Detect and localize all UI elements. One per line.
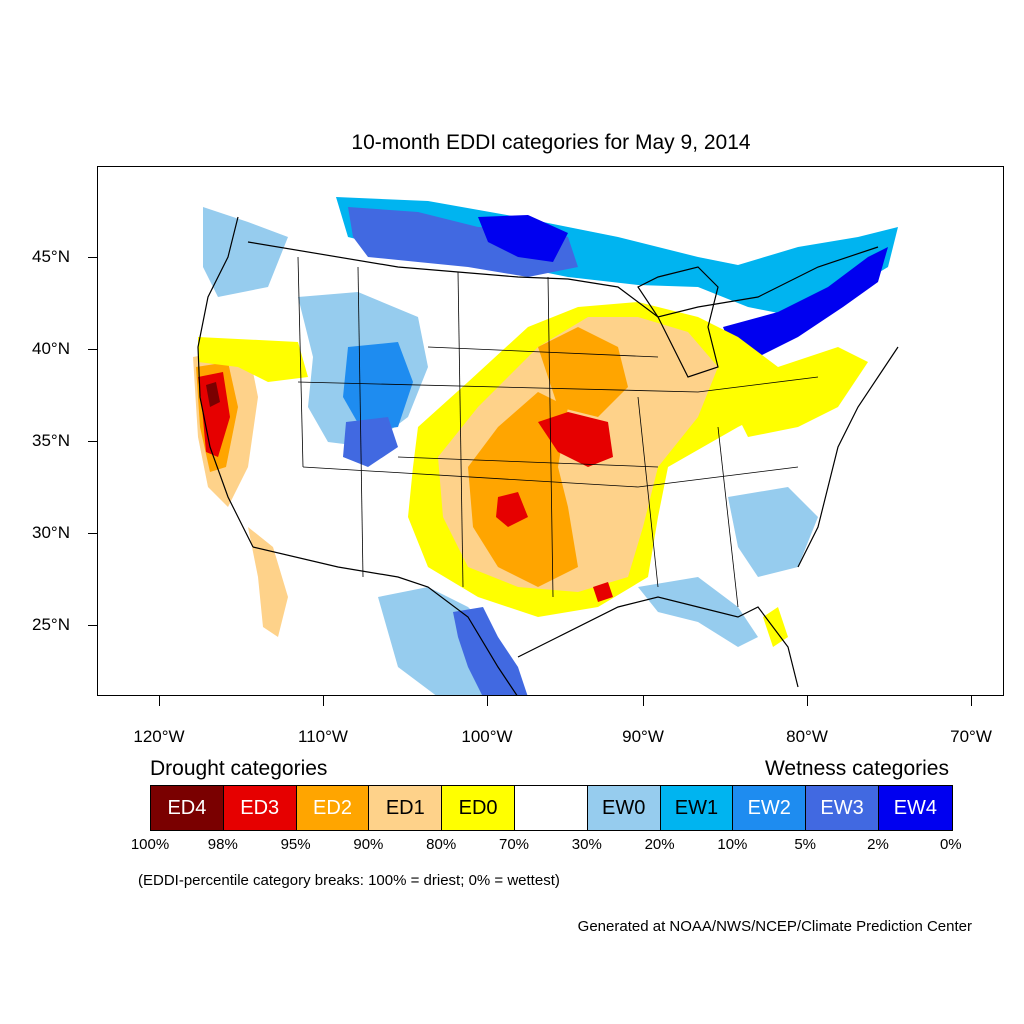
dry-california-ed3 (198, 372, 230, 457)
wet-lake-superior-ew4 (478, 215, 568, 262)
dry-regions (193, 302, 868, 647)
lat-tick (88, 441, 97, 442)
lon-label-70w: 70°W (950, 727, 992, 746)
lat-tick (88, 533, 97, 534)
legend-box-ew2: EW2 (733, 786, 807, 830)
lat-tick (88, 625, 97, 626)
percent-break-label: 2% (867, 836, 889, 853)
state-line-8 (637, 396, 659, 588)
legend-box-ew0: EW0 (587, 786, 661, 830)
percent-break-label: 90% (353, 836, 384, 853)
state-line-10 (397, 456, 659, 468)
wet-texas-coast-ew3 (453, 607, 528, 695)
state-line-6 (302, 466, 799, 488)
lat-label-30n: 30°N (32, 523, 70, 542)
state-line-7 (427, 346, 659, 358)
legend-box-ew4: EW4 (878, 786, 952, 830)
legend-box-ed1: ED1 (369, 786, 443, 830)
wet-northwest (203, 207, 288, 297)
great-lakes (637, 266, 719, 378)
wetness-heading: Wetness categories (764, 757, 949, 780)
map-title: 10-month EDDI categories for May 9, 2014 (351, 131, 751, 154)
gulf-coast (517, 596, 799, 688)
lon-label-110w: 110°W (298, 727, 348, 746)
lon-tick (643, 696, 644, 706)
lat-tick (88, 257, 97, 258)
percent-break-label: 30% (571, 836, 602, 853)
percent-break-label: 70% (498, 836, 530, 853)
eddi-map-canvas (193, 197, 899, 695)
lon-tick (971, 696, 972, 706)
east-coast (797, 346, 899, 568)
credit-line: Generated at NOAA/NWS/NCEP/Climate Predi… (577, 918, 972, 935)
lon-tick (487, 696, 488, 706)
dry-northeast-ed0 (738, 347, 868, 437)
category-legend: ED4 ED3 ED2 ED1 ED0 EW0 EW1 EW2 EW3 EW4 (150, 785, 953, 831)
dry-iowa-ed3 (538, 412, 613, 467)
boundaries (197, 216, 899, 695)
eddi-map (97, 166, 1004, 696)
percent-break-label: 0% (939, 836, 962, 853)
wet-northeast-ew4 (723, 247, 888, 357)
category-note: (EDDI-percentile category breaks: 100% =… (138, 872, 560, 889)
wet-regions (203, 197, 898, 695)
lon-label-90w: 90°W (622, 727, 664, 746)
wet-upper-midwest-ew3 (348, 207, 578, 277)
state-line-2 (357, 266, 364, 578)
legend-box-ed4: ED4 (151, 786, 224, 830)
dry-oklahoma-ed3 (496, 492, 528, 527)
state-line-5 (297, 376, 819, 393)
dry-louisiana-ed3 (593, 582, 613, 602)
wet-gulf-coast (638, 577, 758, 647)
percent-break-label: 95% (280, 836, 311, 853)
dry-central-ed2b (538, 327, 628, 417)
legend-box-ed3: ED3 (223, 786, 297, 830)
lon-label-80w: 80°W (786, 727, 828, 746)
dry-california-ed4 (206, 382, 220, 407)
state-line-9 (717, 426, 739, 608)
drought-heading: Drought categories (150, 757, 328, 780)
dry-florida-ed0 (763, 607, 788, 647)
percent-break-label: 98% (207, 836, 238, 853)
percent-break-label: 100% (130, 836, 170, 853)
us-mexico-border (252, 546, 518, 695)
lat-label-25n: 25°N (32, 615, 70, 634)
state-line-3 (457, 271, 464, 588)
wet-southeast (728, 487, 818, 577)
dry-baja-ed1 (248, 527, 288, 637)
lat-label-45n: 45°N (32, 247, 70, 266)
lon-label-100w: 100°W (461, 727, 513, 746)
legend-box-ed2: ED2 (296, 786, 370, 830)
lat-label-35n: 35°N (32, 431, 70, 450)
state-line-4 (547, 276, 554, 598)
legend-box-ew1: EW1 (660, 786, 734, 830)
percent-break-label: 10% (717, 836, 748, 853)
legend-box-ed0: ED0 (442, 786, 515, 830)
lon-tick (807, 696, 808, 706)
wet-rockies-ew3 (343, 417, 398, 467)
percent-break-label: 5% (794, 836, 817, 853)
percent-break-label: 20% (644, 836, 675, 853)
percent-break-label: 80% (426, 836, 457, 853)
dry-nevada-ed0 (198, 337, 308, 382)
legend-box-normal (514, 786, 588, 830)
lon-label-120w: 120°W (133, 727, 185, 746)
us-west-coast (197, 216, 254, 548)
lat-tick (88, 349, 97, 350)
legend-box-ew3: EW3 (806, 786, 879, 830)
lon-tick (159, 696, 160, 706)
lat-label-40n: 40°N (32, 339, 70, 358)
state-line-1 (297, 256, 304, 468)
lon-tick (323, 696, 324, 706)
